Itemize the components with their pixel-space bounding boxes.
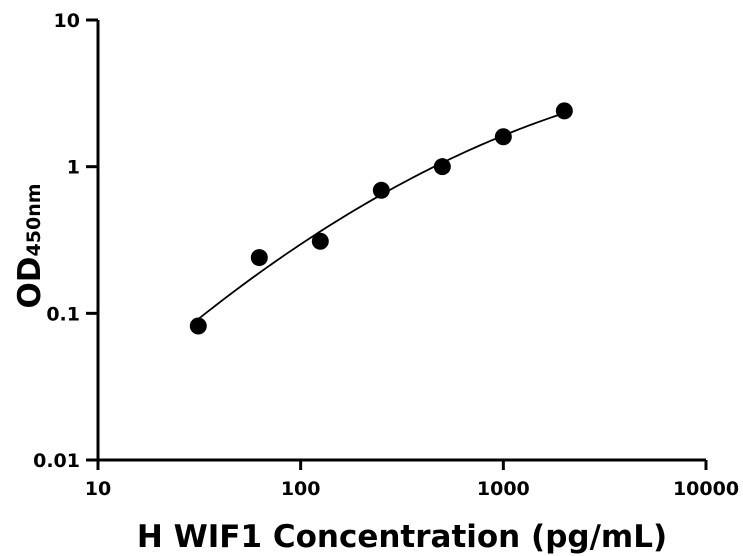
data-point xyxy=(555,102,573,120)
axes xyxy=(96,20,706,462)
y-tick-label: 1 xyxy=(67,157,80,179)
x-tick-label: 1000 xyxy=(477,478,530,500)
x-tick-label: 10000 xyxy=(673,478,739,500)
data-point xyxy=(372,181,390,199)
data-point xyxy=(250,249,268,267)
data-point xyxy=(494,128,512,146)
fit-curve xyxy=(197,112,565,320)
y-axis-ticks: 0.01 0.1 1 10 xyxy=(33,10,98,472)
y-tick-label: 0.1 xyxy=(46,303,80,325)
x-tick-label: 100 xyxy=(281,478,321,500)
y-tick-label: 10 xyxy=(54,10,80,32)
y-axis-title: OD450nm xyxy=(12,183,48,308)
data-points xyxy=(189,102,573,335)
x-axis-title: H WIF1 Concentration (pg/mL) xyxy=(137,519,667,555)
y-tick-label: 0.01 xyxy=(33,450,80,472)
data-point xyxy=(189,317,207,335)
x-axis-ticks: 10 100 1000 10000 xyxy=(85,460,739,500)
data-point xyxy=(433,158,451,176)
x-tick-label: 10 xyxy=(85,478,111,500)
y-axis-title-subscript: 450nm xyxy=(23,183,45,256)
data-point xyxy=(311,232,329,250)
y-axis-title-main: OD xyxy=(12,256,48,308)
